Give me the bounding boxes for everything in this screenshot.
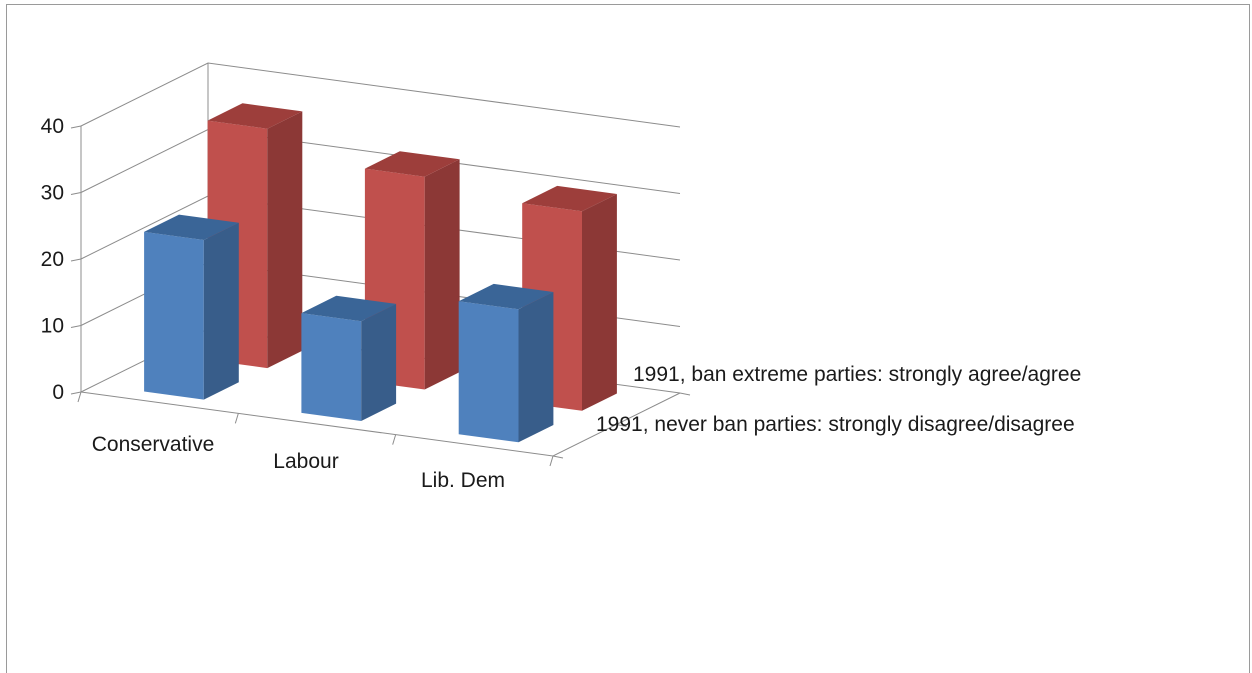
chart-frame xyxy=(6,4,1250,673)
depth-tick-mark xyxy=(552,455,564,459)
series-back-bars xyxy=(207,103,617,411)
bar-front-face xyxy=(301,313,362,421)
y-tick-label: 10 xyxy=(41,315,64,338)
y-tick-mark xyxy=(70,391,82,395)
y-tick-mark xyxy=(70,325,82,328)
y-tick-label: 40 xyxy=(41,115,64,138)
y-tick-mark xyxy=(70,192,82,195)
series-label: 1991, never ban parties: strongly disagr… xyxy=(596,413,1075,436)
bar-side-face xyxy=(582,194,617,411)
x-tick-mark xyxy=(234,413,239,424)
bar-front-face xyxy=(458,301,519,443)
bar xyxy=(144,214,239,400)
y-tick-mark xyxy=(70,258,82,262)
category-label: Lib. Dem xyxy=(421,469,505,492)
x-tick-mark xyxy=(77,391,82,403)
y-tick-label: 30 xyxy=(41,182,64,205)
bar-front-face xyxy=(144,231,204,400)
bar-side-face xyxy=(267,111,303,369)
bar-side-face xyxy=(424,159,460,390)
y-tick-label: 0 xyxy=(52,381,64,404)
x-tick-mark xyxy=(549,455,554,467)
bar-top-face xyxy=(301,295,397,322)
x-tick-mark xyxy=(392,434,397,445)
bar-top-face xyxy=(144,214,239,240)
bar-top-face xyxy=(207,103,303,129)
gridline-40 xyxy=(80,62,681,128)
bar-side-face xyxy=(361,303,397,421)
category-label: Labour xyxy=(273,450,338,473)
bar-side-face xyxy=(203,222,239,400)
depth-tick-mark xyxy=(616,424,627,427)
chart-labels: 0 10 20 30 40 Conservative Labour Lib. Dem 1991,… xyxy=(41,115,1082,492)
series-label: 1991, ban extreme parties: strongly agre… xyxy=(633,363,1081,386)
bar xyxy=(301,295,397,421)
bar xyxy=(458,283,554,443)
bar-top-face xyxy=(522,185,617,212)
y-tick-label: 20 xyxy=(41,248,64,271)
bar-side-face xyxy=(518,292,554,443)
depth-tick-mark xyxy=(679,392,691,396)
y-tick-mark xyxy=(70,125,82,129)
series-front-bars xyxy=(144,214,554,443)
category-label: Conservative xyxy=(92,433,215,456)
bar-top-face xyxy=(364,151,460,177)
bar-top-face xyxy=(458,283,554,310)
